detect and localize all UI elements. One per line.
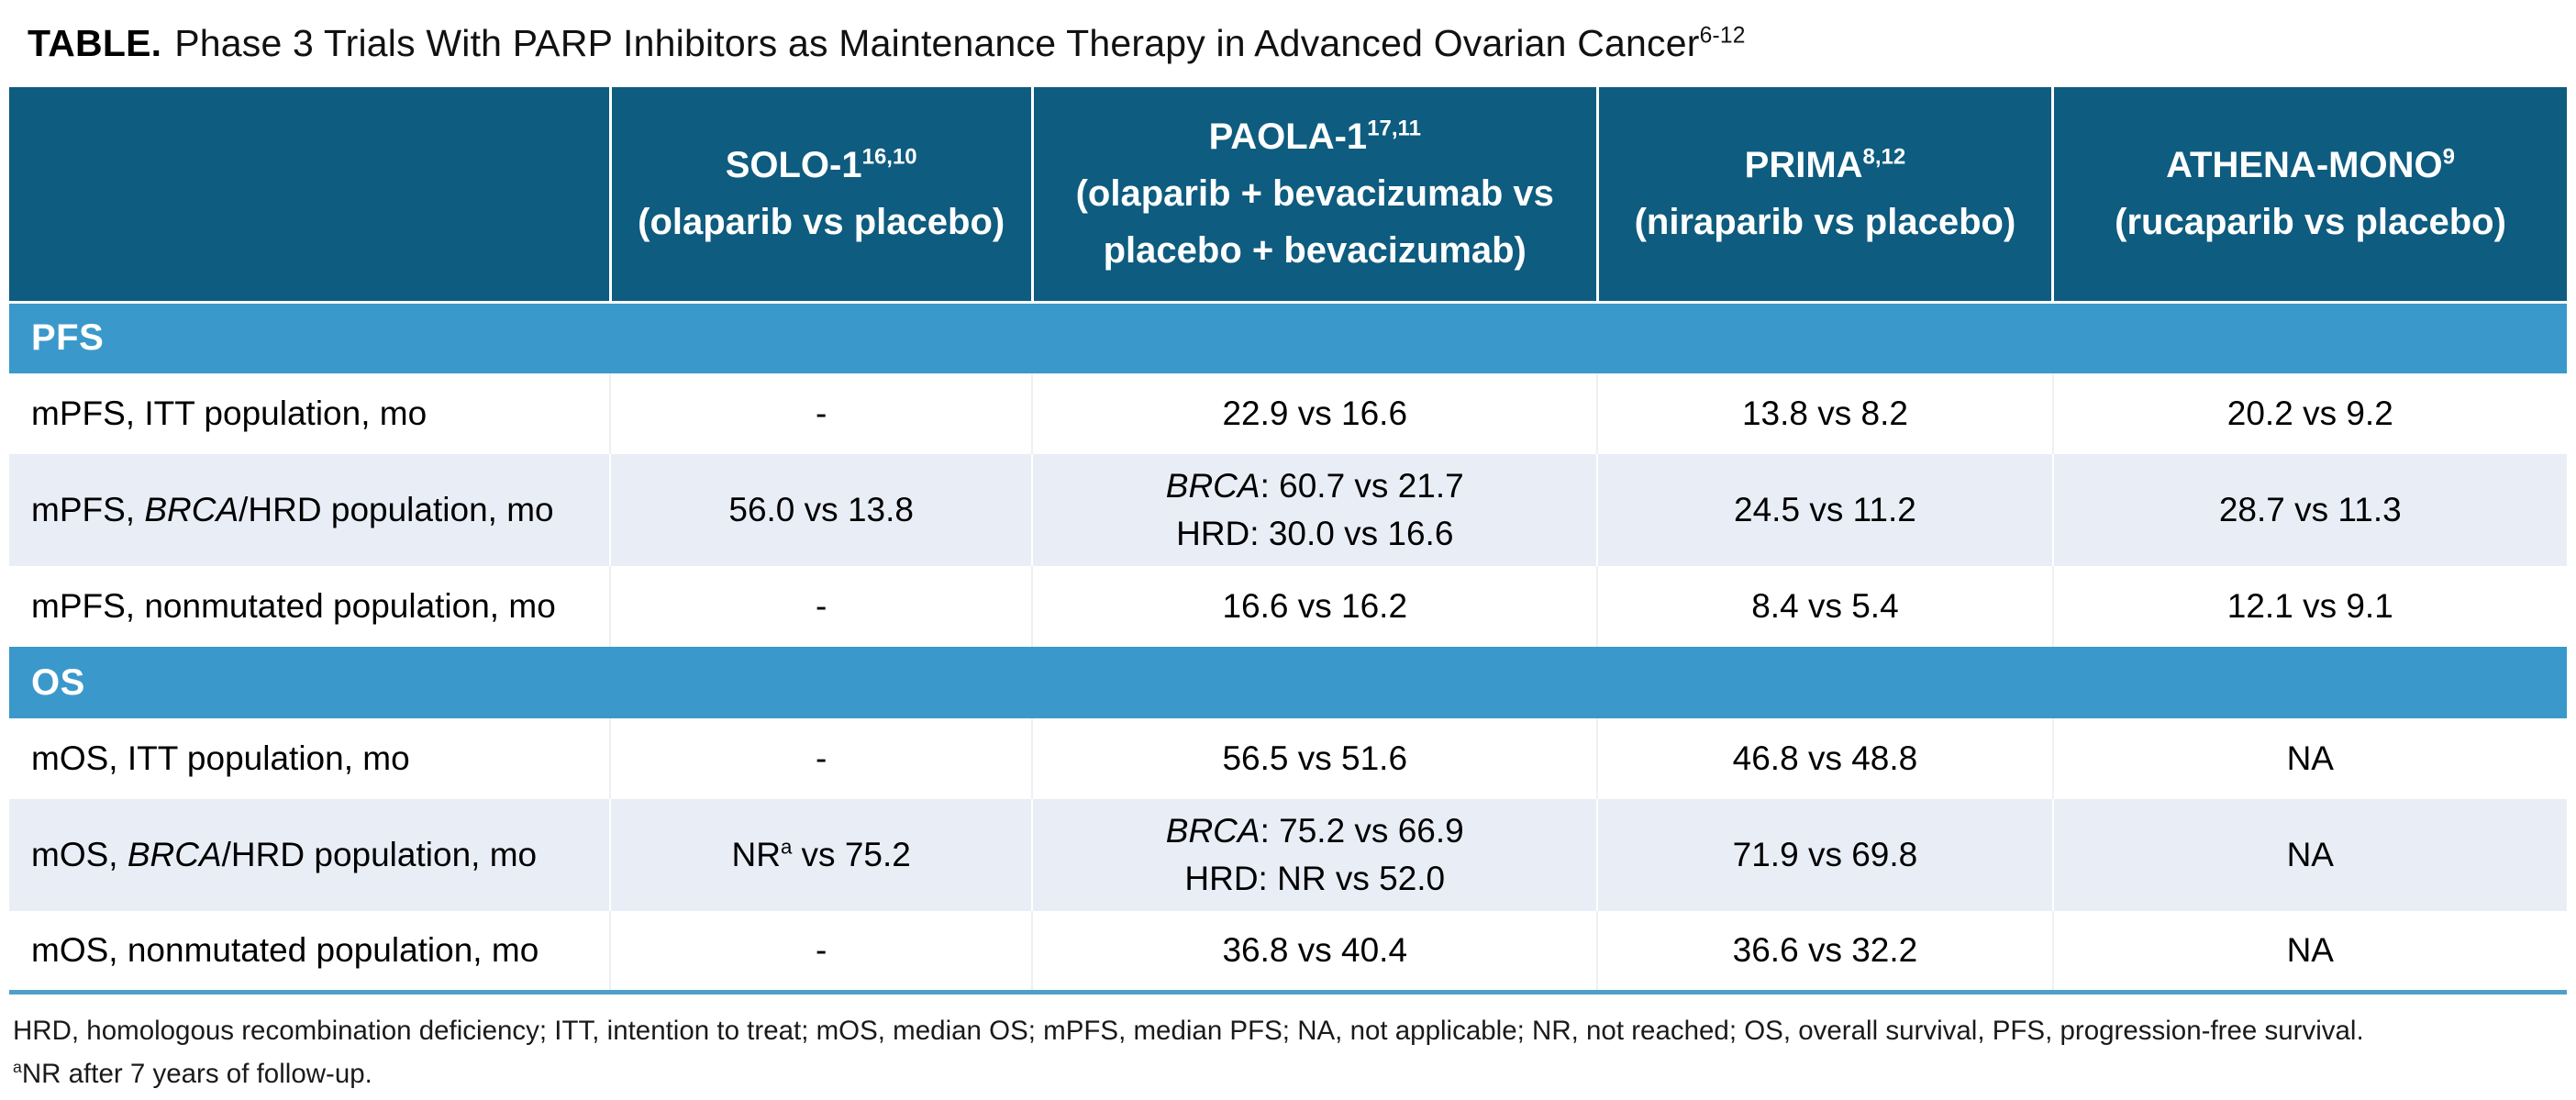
table-row: mPFS, BRCA/HRD population, mo 56.0 vs 13… (9, 454, 2567, 566)
table-row: mPFS, nonmutated population, mo - 16.6 v… (9, 566, 2567, 647)
row-label: mPFS, ITT population, mo (9, 373, 611, 454)
cell-paola1: BRCA: 75.2 vs 66.9 HRD: NR vs 52.0 (1031, 799, 1598, 911)
cell-paola1: 36.8 vs 40.4 (1031, 911, 1598, 992)
solo1-detail: (olaparib vs placebo) (638, 202, 1005, 243)
athena-detail: (rucaparib vs placebo) (2115, 202, 2506, 243)
table-row: mOS, nonmutated population, mo - 36.8 vs… (9, 911, 2567, 992)
cell-prima: 13.8 vs 8.2 (1596, 373, 2053, 454)
cell-athena-mono: 20.2 vs 9.2 (2051, 373, 2567, 454)
paola1-reference-superscript: 17,11 (1367, 116, 1421, 141)
row-label: mPFS, BRCA/HRD population, mo (9, 454, 611, 566)
column-header-empty (9, 87, 611, 304)
column-header-solo1: SOLO-116,10 (olaparib vs placebo) (608, 87, 1033, 304)
row-label: mOS, nonmutated population, mo (9, 911, 611, 992)
cell-prima: 24.5 vs 11.2 (1596, 454, 2053, 566)
section-row-os: OS (9, 647, 2567, 718)
section-header-pfs: PFS (9, 302, 2567, 373)
section-row-pfs: PFS (9, 302, 2567, 373)
column-header-athena-mono: ATHENA-MONO9 (rucaparib vs placebo) (2051, 87, 2567, 304)
footnotes: HRD, homologous recombination deficiency… (0, 994, 2576, 1097)
paola1-detail: (olaparib + bevacizumab vs placebo + bev… (1075, 173, 1554, 272)
table-title: TABLE. Phase 3 Trials With PARP Inhibito… (0, 0, 2576, 87)
parp-inhibitor-trials-table: SOLO-116,10 (olaparib vs placebo) PAOLA-… (9, 87, 2567, 994)
table-row: mOS, BRCA/HRD population, mo NRa vs 75.2… (9, 799, 2567, 911)
cell-solo1: 56.0 vs 13.8 (609, 454, 1033, 566)
cell-solo1: NRa vs 75.2 (609, 799, 1033, 911)
cell-paola1: 22.9 vs 16.6 (1031, 373, 1598, 454)
table-title-text: Phase 3 Trials With PARP Inhibitors as M… (174, 22, 1746, 64)
prima-detail: (niraparib vs placebo) (1634, 202, 2016, 243)
prima-reference-superscript: 8,12 (1862, 144, 1906, 170)
table-title-label: TABLE. (28, 22, 162, 64)
footnote-marker-superscript: a (780, 835, 793, 859)
trials-table-container: SOLO-116,10 (olaparib vs placebo) PAOLA-… (9, 87, 2567, 994)
cell-prima: 8.4 vs 5.4 (1596, 566, 2053, 647)
cell-prima: 46.8 vs 48.8 (1596, 718, 2053, 799)
column-header-paola1: PAOLA-117,11 (olaparib + bevacizumab vs … (1030, 87, 1598, 304)
footnote-marker-superscript: a (13, 1058, 22, 1077)
cell-athena-mono: NA (2051, 911, 2567, 992)
table-row: mOS, ITT population, mo - 56.5 vs 51.6 4… (9, 718, 2567, 799)
cell-paola1: 16.6 vs 16.2 (1031, 566, 1598, 647)
cell-solo1: - (609, 718, 1033, 799)
table-row: mPFS, ITT population, mo - 22.9 vs 16.6 … (9, 373, 2567, 454)
cell-athena-mono: NA (2051, 799, 2567, 911)
cell-paola1: BRCA: 60.7 vs 21.7 HRD: 30.0 vs 16.6 (1031, 454, 1598, 566)
column-header-prima: PRIMA8,12 (niraparib vs placebo) (1595, 87, 2053, 304)
row-label: mOS, BRCA/HRD population, mo (9, 799, 611, 911)
row-label: mPFS, nonmutated population, mo (9, 566, 611, 647)
solo1-reference-superscript: 16,10 (861, 144, 917, 170)
cell-athena-mono: 12.1 vs 9.1 (2051, 566, 2567, 647)
section-header-os: OS (9, 647, 2567, 718)
athena-reference-superscript: 9 (2442, 144, 2455, 170)
cell-prima: 71.9 vs 69.8 (1596, 799, 2053, 911)
cell-athena-mono: 28.7 vs 11.3 (2051, 454, 2567, 566)
cell-athena-mono: NA (2051, 718, 2567, 799)
nr-footnote: aNR after 7 years of follow-up. (13, 1058, 372, 1090)
cell-solo1: - (609, 373, 1033, 454)
title-reference-superscript: 6-12 (1699, 23, 1746, 49)
cell-prima: 36.6 vs 32.2 (1596, 911, 2053, 992)
row-label: mOS, ITT population, mo (9, 718, 611, 799)
abbreviations-footnote: HRD, homologous recombination deficiency… (13, 1015, 2364, 1046)
cell-solo1: - (609, 911, 1033, 992)
header-row: SOLO-116,10 (olaparib vs placebo) PAOLA-… (9, 87, 2567, 304)
cell-paola1: 56.5 vs 51.6 (1031, 718, 1598, 799)
cell-solo1: - (609, 566, 1033, 647)
